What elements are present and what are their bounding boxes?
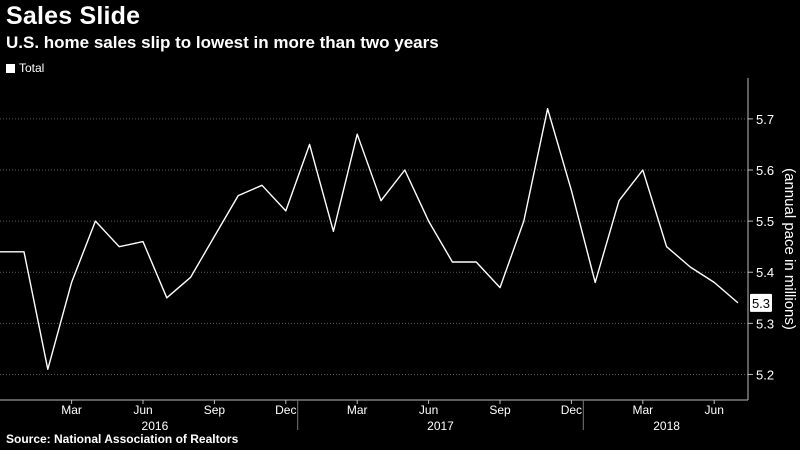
- series-line-total: [0, 108, 739, 370]
- y-tick-label: 5.5: [756, 214, 774, 229]
- chart-title: Sales Slide: [6, 2, 141, 30]
- source-note: Source: National Association of Realtors: [6, 432, 239, 446]
- last-value-text: 5.3: [752, 296, 770, 311]
- y-axis-label: (annual pace in millions): [781, 168, 798, 330]
- y-tick-label: 5.3: [756, 316, 774, 331]
- y-axis-ticks: 5.2 5.3 5.4 5.5 5.6 5.7: [748, 112, 774, 382]
- legend-swatch: [6, 63, 15, 73]
- series-layer: [0, 108, 739, 370]
- legend-label: Total: [19, 61, 45, 75]
- x-tick-label: Mar: [347, 403, 368, 417]
- x-year-label: 2017: [427, 419, 454, 433]
- x-year-label: 2016: [142, 419, 169, 433]
- y-tick-label: 5.2: [756, 367, 774, 382]
- x-tick-label: Mar: [61, 403, 82, 417]
- last-value-label: 5.3: [750, 293, 772, 312]
- y-tick-label: 5.4: [756, 265, 774, 280]
- last-value-box: [750, 293, 772, 312]
- x-tick-label: Sep: [489, 403, 511, 417]
- grid-lines: [0, 118, 748, 375]
- x-tick-label: Dec: [275, 403, 296, 417]
- x-year-label: 2018: [653, 419, 680, 433]
- x-axis-ticks: Mar Jun Sep Dec Mar Jun Sep Dec Mar Jun 2016 2017 20…: [61, 400, 724, 433]
- chart-subtitle: U.S. home sales slip to lowest in more t…: [6, 33, 439, 52]
- x-tick-label: Mar: [632, 403, 653, 417]
- y-tick-label: 5.6: [756, 163, 774, 178]
- chart-legend: Total: [6, 61, 44, 75]
- x-tick-label: Jun: [705, 403, 724, 417]
- x-tick-label: Dec: [561, 403, 582, 417]
- x-tick-label: Jun: [133, 403, 152, 417]
- x-tick-label: Jun: [419, 403, 438, 417]
- x-tick-label: Sep: [204, 403, 226, 417]
- y-tick-label: 5.7: [756, 112, 774, 127]
- data-points: [23, 107, 739, 370]
